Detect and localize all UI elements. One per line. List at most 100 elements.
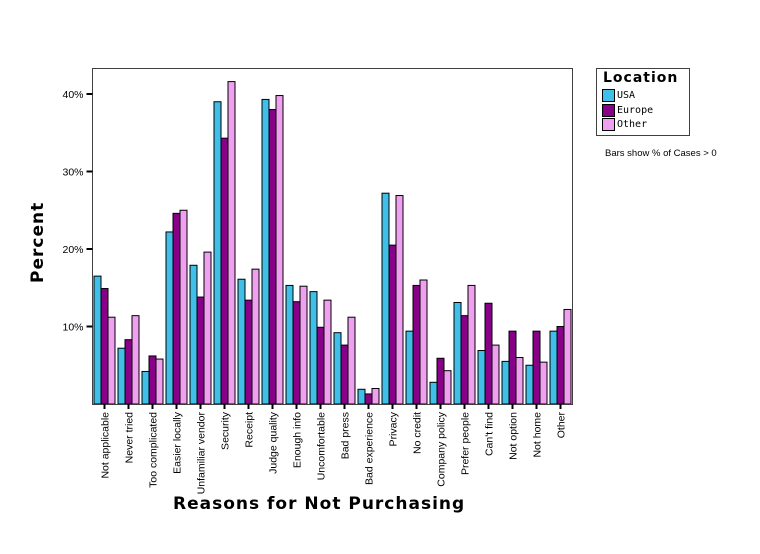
bar-other: [155, 358, 164, 405]
bar-other: [275, 95, 284, 405]
bar-usa: [405, 330, 414, 405]
bar-other: [491, 344, 500, 405]
bar-other: [203, 251, 212, 405]
bar-other: [443, 370, 452, 405]
bar-other: [347, 316, 356, 405]
bar-europe: [508, 330, 517, 405]
bar-usa: [213, 101, 222, 405]
bar-europe: [340, 344, 349, 405]
legend-label: Europe: [617, 105, 654, 116]
bar-europe: [532, 330, 541, 405]
bar-usa: [285, 284, 294, 405]
bar-other: [323, 299, 332, 405]
bar-europe: [556, 326, 565, 405]
bar-europe: [196, 296, 205, 405]
x-tick-label: Not option: [508, 412, 520, 460]
bar-usa: [357, 388, 366, 405]
bar-europe: [388, 244, 397, 405]
bar-other: [419, 279, 428, 405]
y-tick-label: 10%: [62, 322, 83, 334]
bar-europe: [244, 299, 253, 405]
x-tick-label: Bad press: [340, 412, 352, 459]
bar-usa: [237, 278, 246, 405]
x-axis: Not applicable Never tried Too complicated…: [100, 404, 568, 494]
bar-usa: [501, 360, 510, 405]
legend-title: Location: [603, 70, 679, 86]
x-tick-label: Company policy: [436, 411, 448, 486]
legend-item-usa: USA: [602, 89, 635, 102]
x-tick-label: Enough info: [292, 412, 304, 468]
bar-other: [251, 268, 260, 405]
bar-other: [515, 357, 524, 405]
plot-frame: [92, 68, 573, 405]
bar-usa: [477, 350, 486, 405]
x-tick-label: Judge quality: [268, 411, 280, 474]
bar-usa: [429, 381, 438, 405]
legend-swatch-europe: [602, 104, 615, 117]
bar-other: [539, 361, 548, 405]
bar-europe: [412, 284, 421, 405]
bar-usa: [381, 192, 390, 405]
legend-swatch-usa: [602, 89, 615, 102]
bar-usa: [453, 301, 462, 405]
x-tick-label: Receipt: [244, 412, 256, 448]
legend-label: Other: [617, 119, 648, 130]
bar-europe: [268, 109, 277, 405]
y-tick-label: 40%: [62, 89, 83, 101]
y-tick-label: 20%: [62, 244, 83, 256]
bar-usa: [309, 291, 318, 405]
bar-europe: [292, 301, 301, 405]
bar-usa: [525, 364, 534, 405]
bar-usa: [93, 275, 102, 405]
bar-other: [371, 388, 380, 405]
bar-other: [179, 209, 188, 405]
x-tick-label: Prefer people: [460, 412, 472, 475]
bar-other: [467, 284, 476, 405]
bar-europe: [364, 393, 373, 405]
bar-europe: [484, 302, 493, 405]
bar-other: [563, 308, 572, 405]
bar-usa: [549, 330, 558, 405]
chart-note: Bars show % of Cases > 0: [605, 148, 717, 159]
bar-usa: [117, 347, 126, 405]
x-tick-label: Privacy: [388, 411, 400, 446]
bar-other: [227, 81, 236, 405]
bar-europe: [316, 326, 325, 405]
bar-other: [131, 315, 140, 405]
bar-usa: [261, 98, 270, 405]
bar-europe: [220, 137, 229, 405]
x-tick-label: Can't find: [484, 412, 496, 456]
x-tick-label: Security: [220, 411, 232, 450]
x-tick-label: Too complicated: [148, 412, 160, 488]
x-tick-label: Not home: [532, 412, 544, 458]
legend-label: USA: [617, 90, 636, 101]
bar-europe: [124, 339, 133, 405]
legend-item-other: Other: [602, 118, 647, 131]
x-tick-label: Bad experience: [364, 412, 376, 485]
x-tick-label: No credit: [412, 412, 424, 454]
y-tick-label: 30%: [62, 167, 83, 179]
y-axis-title: Percent: [28, 201, 48, 283]
bar-europe: [436, 357, 445, 405]
y-axis: 10% 20% 30% 40%: [62, 89, 93, 334]
bar-usa: [189, 264, 198, 405]
x-axis-title: Reasons for Not Purchasing: [173, 494, 466, 514]
x-tick-label: Other: [556, 412, 568, 439]
x-tick-label: Easier locally: [172, 411, 184, 474]
x-tick-label: Not applicable: [100, 412, 112, 479]
bars-group: [93, 81, 572, 405]
bar-other: [107, 316, 116, 405]
bar-other: [395, 195, 404, 405]
x-tick-label: Uncomfortable: [316, 412, 328, 480]
bar-europe: [460, 315, 469, 405]
legend-item-europe: Europe: [602, 104, 653, 117]
bar-usa: [165, 231, 174, 405]
x-tick-label: Never tried: [124, 412, 136, 464]
legend: Location USA Europe Other: [596, 68, 690, 136]
bar-europe: [148, 355, 157, 405]
bar-other: [299, 285, 308, 405]
legend-swatch-other: [602, 118, 615, 131]
bar-usa: [141, 370, 150, 405]
x-tick-label: Unfamiliar vendor: [196, 412, 208, 495]
